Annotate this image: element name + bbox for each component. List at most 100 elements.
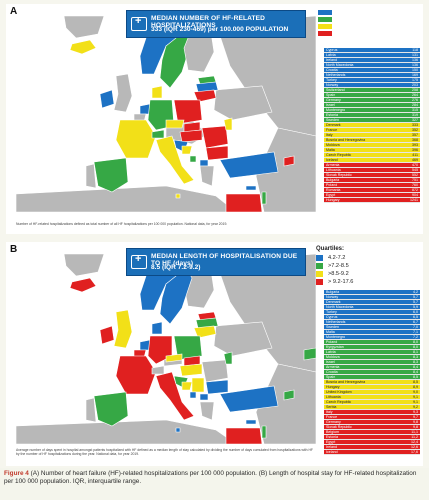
country-value: 203	[412, 83, 418, 87]
table-row: Kyrgyzstan 8,0	[324, 345, 420, 350]
quartile-swatch	[316, 263, 323, 269]
country-value: 368	[412, 138, 418, 142]
country-name: Turkey	[326, 310, 337, 314]
country-iceland	[69, 39, 97, 55]
country-name: Bulgaria	[326, 178, 340, 182]
country-switzerland	[151, 365, 165, 375]
table-row: Serbia 9,2	[324, 405, 420, 410]
quartile-label: 4.2-7.2	[328, 255, 346, 261]
country-value: 9,1	[413, 395, 418, 399]
country-france	[115, 355, 157, 395]
country-name: Poland	[326, 183, 338, 187]
quartile-row: > 9.2-17.6	[316, 278, 420, 286]
country-name: Netherlands	[326, 73, 346, 77]
country-name: Lithuania	[326, 168, 341, 172]
country-value: 7,0	[413, 325, 418, 329]
quartile-swatch	[316, 279, 323, 285]
country-montenegro	[189, 391, 197, 399]
table-row: Spain 8,5	[324, 375, 420, 380]
country-name: France	[326, 128, 338, 132]
country-value: 319	[412, 113, 418, 117]
country-name: Poland	[326, 340, 338, 344]
country-value: 258	[412, 88, 418, 92]
country-value: 315	[412, 108, 418, 112]
panel-a-title-box: MEDIAN NUMBER OF HF-RELATED HOSPITALIZAT…	[126, 10, 306, 38]
table-row: Israel 8,3	[324, 360, 420, 365]
table-row: Czech Republic 411	[324, 153, 420, 158]
country-hungary	[179, 363, 203, 377]
country-name: Turkey	[326, 78, 337, 82]
table-row: Malta 7,1	[324, 330, 420, 335]
table-row: Montenegro 315	[324, 108, 420, 113]
country-name: Czech Republic	[326, 153, 352, 157]
country-value: 8,0	[413, 340, 418, 344]
country-value: 9,3	[413, 410, 418, 414]
table-row: Turkey 175	[324, 78, 420, 83]
country-value: 8,5	[413, 375, 418, 379]
country-value: 396	[412, 148, 418, 152]
country-name: Spain	[326, 93, 336, 97]
country-value: 12,4	[411, 440, 418, 444]
table-row: United Kingdom 9,0	[324, 390, 420, 395]
country-kyrgyzstan	[303, 347, 316, 361]
country-value: 8,4	[413, 365, 418, 369]
country-name: Latvia	[326, 350, 336, 354]
table-row: Denmark 333	[324, 123, 420, 128]
country-value: 1241	[410, 198, 418, 202]
country-value: 9,2	[413, 405, 418, 409]
table-row: Netherlands 169	[324, 73, 420, 78]
country-france	[115, 119, 157, 159]
country-value: 8,5	[413, 380, 418, 384]
table-row: Croatia 150	[324, 68, 420, 73]
country-name: Germany	[326, 420, 341, 424]
country-value: 904	[412, 193, 418, 197]
country-moldova	[223, 117, 233, 131]
table-row: Czech Republic 9,1	[324, 400, 420, 405]
table-row: Germany 276	[324, 98, 420, 103]
country-name: Spain	[326, 375, 336, 379]
land-north-africa	[16, 419, 237, 444]
panel-a-note: Number of HF-related hospitalizations de…	[16, 222, 228, 226]
country-value: 545	[412, 168, 418, 172]
panel-b-title-box: MEDIAN LENGTH OF HOSPITALISATION DUE TO …	[126, 248, 306, 276]
country-name: Czech Republic	[326, 400, 352, 404]
country-name: North Macedonia	[326, 63, 354, 67]
table-row: North Macedonia 136	[324, 63, 420, 68]
country-name: Denmark	[326, 123, 341, 127]
hospital-icon	[131, 15, 147, 31]
table-row: Norway 5,7	[324, 295, 420, 300]
panel-letter: A	[10, 6, 18, 17]
country-name: Sweden	[326, 118, 339, 122]
country-poland	[173, 99, 203, 125]
country-value: 11,1	[411, 430, 418, 434]
country-moldova	[223, 351, 233, 365]
country-cyprus	[245, 419, 257, 425]
country-name: Malta	[326, 330, 335, 334]
table-row: Norway 203	[324, 83, 420, 88]
country-spain	[93, 157, 129, 193]
land-russia	[215, 254, 316, 373]
table-row: France 352	[324, 128, 420, 133]
country-value: 9,1	[413, 400, 418, 404]
country-name: Croatia	[326, 370, 338, 374]
panel-b-subtitle: 8.5 (IQR 7.2-9.2)	[151, 264, 201, 271]
country-value: 357	[412, 133, 418, 137]
country-value: 393	[412, 143, 418, 147]
figure: A	[0, 0, 429, 468]
country-name: Serbia	[326, 405, 337, 409]
quartile-label: > 9.2-17.6	[328, 279, 354, 285]
table-row: Denmark 5,7	[324, 300, 420, 305]
land-russia	[215, 16, 316, 137]
country-value: 7,2	[413, 335, 418, 339]
country-turkey	[219, 385, 279, 413]
country-name: Iceland	[326, 450, 338, 454]
country-value: 7,1	[413, 330, 418, 334]
country-bosnia	[181, 381, 193, 391]
land-north-africa	[16, 185, 237, 212]
country-bulgaria	[205, 145, 229, 161]
table-row: Bulgaria 751	[324, 178, 420, 183]
country-value: 552	[412, 173, 418, 177]
table-row: Latvia 131	[324, 53, 420, 58]
table-row: Estonia 11,2	[324, 435, 420, 440]
panel-letter: B	[10, 244, 18, 255]
